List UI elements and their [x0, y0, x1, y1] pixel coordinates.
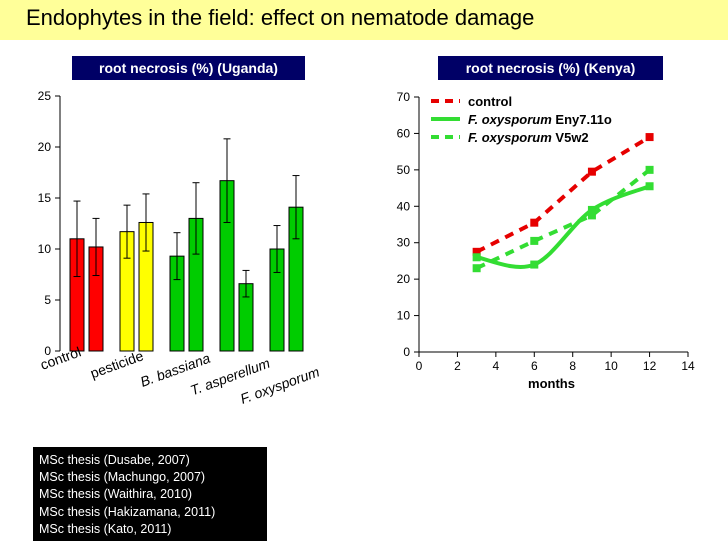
- kenya-data-point: [472, 253, 481, 262]
- kenya-x-axis-label: months: [528, 376, 575, 391]
- kenya-series-line: [475, 135, 651, 254]
- reference-item: MSc thesis (Kato, 2011): [39, 521, 172, 536]
- kenya-x-tick-label: 6: [531, 359, 538, 373]
- kenya-y-tick-label: 0: [403, 345, 410, 359]
- kenya-x-tick-label: 4: [493, 359, 500, 373]
- kenya-y-tick-label: 40: [397, 199, 411, 213]
- kenya-y-tick-label: 20: [397, 272, 411, 286]
- kenya-y-tick-label: 10: [397, 309, 411, 323]
- kenya-data-point: [645, 165, 654, 174]
- kenya-y-tick-label: 50: [397, 163, 411, 177]
- reference-item: MSc thesis (Machungo, 2007): [39, 470, 206, 485]
- kenya-series-line: [476, 184, 651, 269]
- kenya-legend-label: F. oxysporum V5w2: [468, 130, 589, 145]
- kenya-data-point: [530, 260, 539, 269]
- kenya-data-point: [587, 205, 596, 214]
- kenya-x-tick-label: 10: [604, 359, 618, 373]
- kenya-data-point: [645, 133, 654, 142]
- uganda-category-label: pesticide: [88, 347, 146, 381]
- title-bar: [0, 0, 728, 40]
- references-box: MSc thesis (Dusabe, 2007) MSc thesis (Ma…: [33, 447, 267, 541]
- kenya-x-tick-label: 12: [643, 359, 657, 373]
- kenya-data-point: [645, 182, 654, 191]
- reference-item: MSc thesis (Dusabe, 2007): [39, 453, 190, 467]
- kenya-x-tick-label: 2: [454, 359, 461, 373]
- uganda-y-tick-label: 0: [44, 344, 51, 358]
- kenya-data-point: [587, 167, 596, 176]
- kenya-series-line: [475, 168, 651, 271]
- kenya-data-point: [472, 247, 481, 256]
- kenya-y-tick-label: 70: [397, 90, 411, 104]
- uganda-y-tick-label: 15: [38, 191, 52, 205]
- kenya-data-point: [530, 218, 539, 227]
- uganda-chart-title: root necrosis (%) (Uganda): [72, 56, 305, 80]
- kenya-y-tick-label: 30: [397, 236, 411, 250]
- kenya-x-tick-label: 0: [416, 359, 423, 373]
- kenya-x-tick-label: 14: [681, 359, 695, 373]
- kenya-data-point: [472, 264, 481, 273]
- reference-item: MSc thesis (Waithira, 2010): [39, 487, 193, 502]
- kenya-data-point: [587, 211, 596, 220]
- uganda-y-tick-label: 20: [38, 140, 52, 154]
- kenya-y-tick-label: 60: [397, 126, 411, 140]
- kenya-legend-label: F. oxysporum Eny7.11o: [468, 112, 612, 127]
- kenya-data-point: [530, 236, 539, 245]
- kenya-legend-label: control: [468, 94, 512, 109]
- uganda-y-tick-label: 5: [44, 293, 51, 307]
- kenya-chart-title: root necrosis (%) (Kenya): [438, 56, 663, 80]
- kenya-x-tick-label: 8: [569, 359, 576, 373]
- page-title: Endophytes in the field: effect on nemat…: [26, 5, 535, 30]
- uganda-y-tick-label: 10: [38, 242, 52, 256]
- reference-item: MSc thesis (Hakizamana, 2011): [39, 504, 216, 519]
- uganda-y-tick-label: 25: [38, 89, 52, 103]
